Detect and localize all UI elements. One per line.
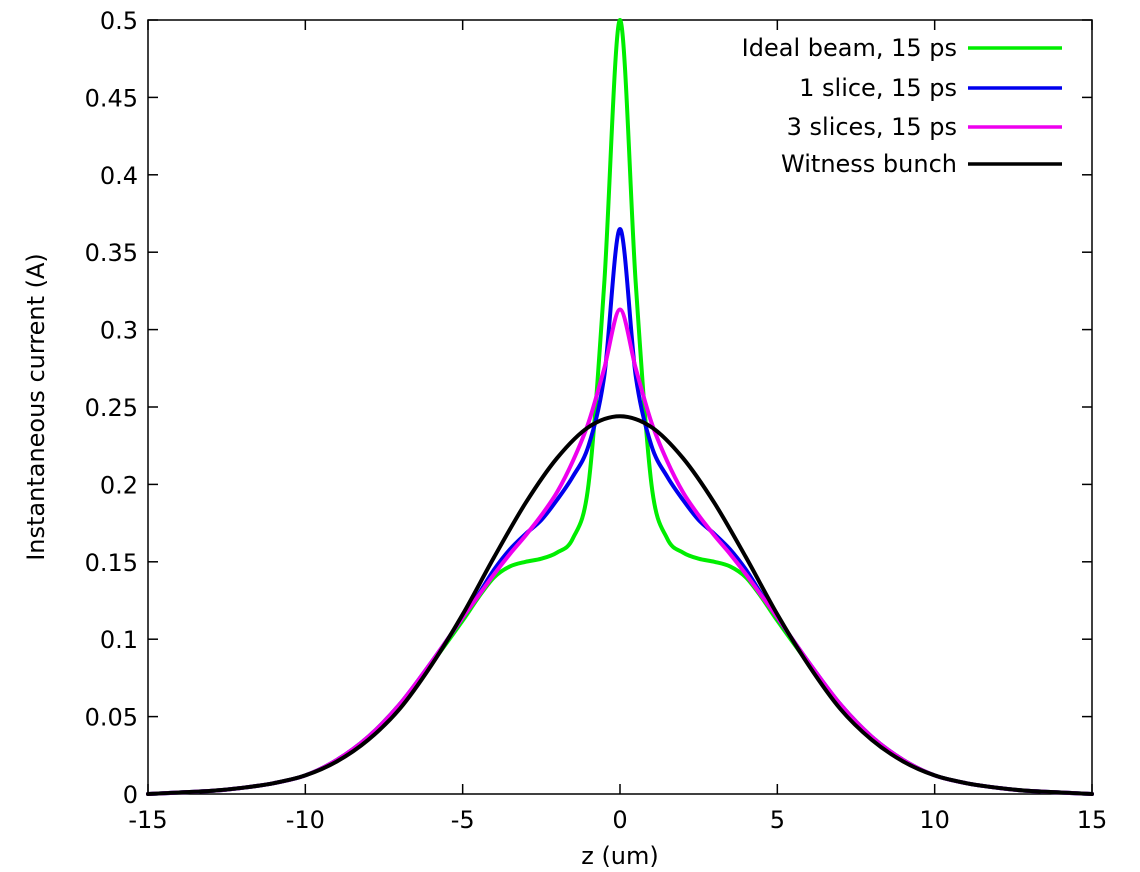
x-axis-label: z (um) <box>581 842 659 870</box>
legend-label-2: 3 slices, 15 ps <box>787 113 957 141</box>
series-lines <box>146 18 1094 796</box>
x-tick-label: 0 <box>612 806 627 834</box>
x-tick-label: -15 <box>128 806 167 834</box>
y-tick-label: 0.1 <box>100 626 138 654</box>
series-line-1 <box>146 226 1094 796</box>
y-tick-label: 0.25 <box>85 394 138 422</box>
y-axis-label: Instantaneous current (A) <box>22 253 50 561</box>
y-tick-label: 0 <box>123 781 138 809</box>
y-tick-label: 0.05 <box>85 704 138 732</box>
x-tick-label: 5 <box>770 806 785 834</box>
y-tick-label: 0.35 <box>85 239 138 267</box>
y-tick-label: 0.45 <box>85 84 138 112</box>
y-tick-label: 0.3 <box>100 317 138 345</box>
x-tick-label: -10 <box>286 806 325 834</box>
x-tick-label: -5 <box>451 806 475 834</box>
x-tick-label: 10 <box>919 806 950 834</box>
legend-label-3: Witness bunch <box>781 150 957 178</box>
series-line-3 <box>146 414 1094 796</box>
legend: Ideal beam, 15 ps 1 slice, 15 ps 3 slices,… <box>742 34 1062 178</box>
y-tick-label: 0.4 <box>100 162 138 190</box>
legend-label-1: 1 slice, 15 ps <box>799 74 957 102</box>
y-tick-label: 0.5 <box>100 7 138 35</box>
y-tick-label: 0.15 <box>85 549 138 577</box>
y-tick-label: 0.2 <box>100 471 138 499</box>
x-tick-label: 15 <box>1077 806 1108 834</box>
tick-labels: -15 -10 -5 0 5 10 15 0 0.05 0.1 0.15 0.2 0.25 0.3 0.35… <box>85 7 1108 834</box>
legend-label-0: Ideal beam, 15 ps <box>742 34 957 62</box>
series-line-2 <box>146 307 1094 796</box>
